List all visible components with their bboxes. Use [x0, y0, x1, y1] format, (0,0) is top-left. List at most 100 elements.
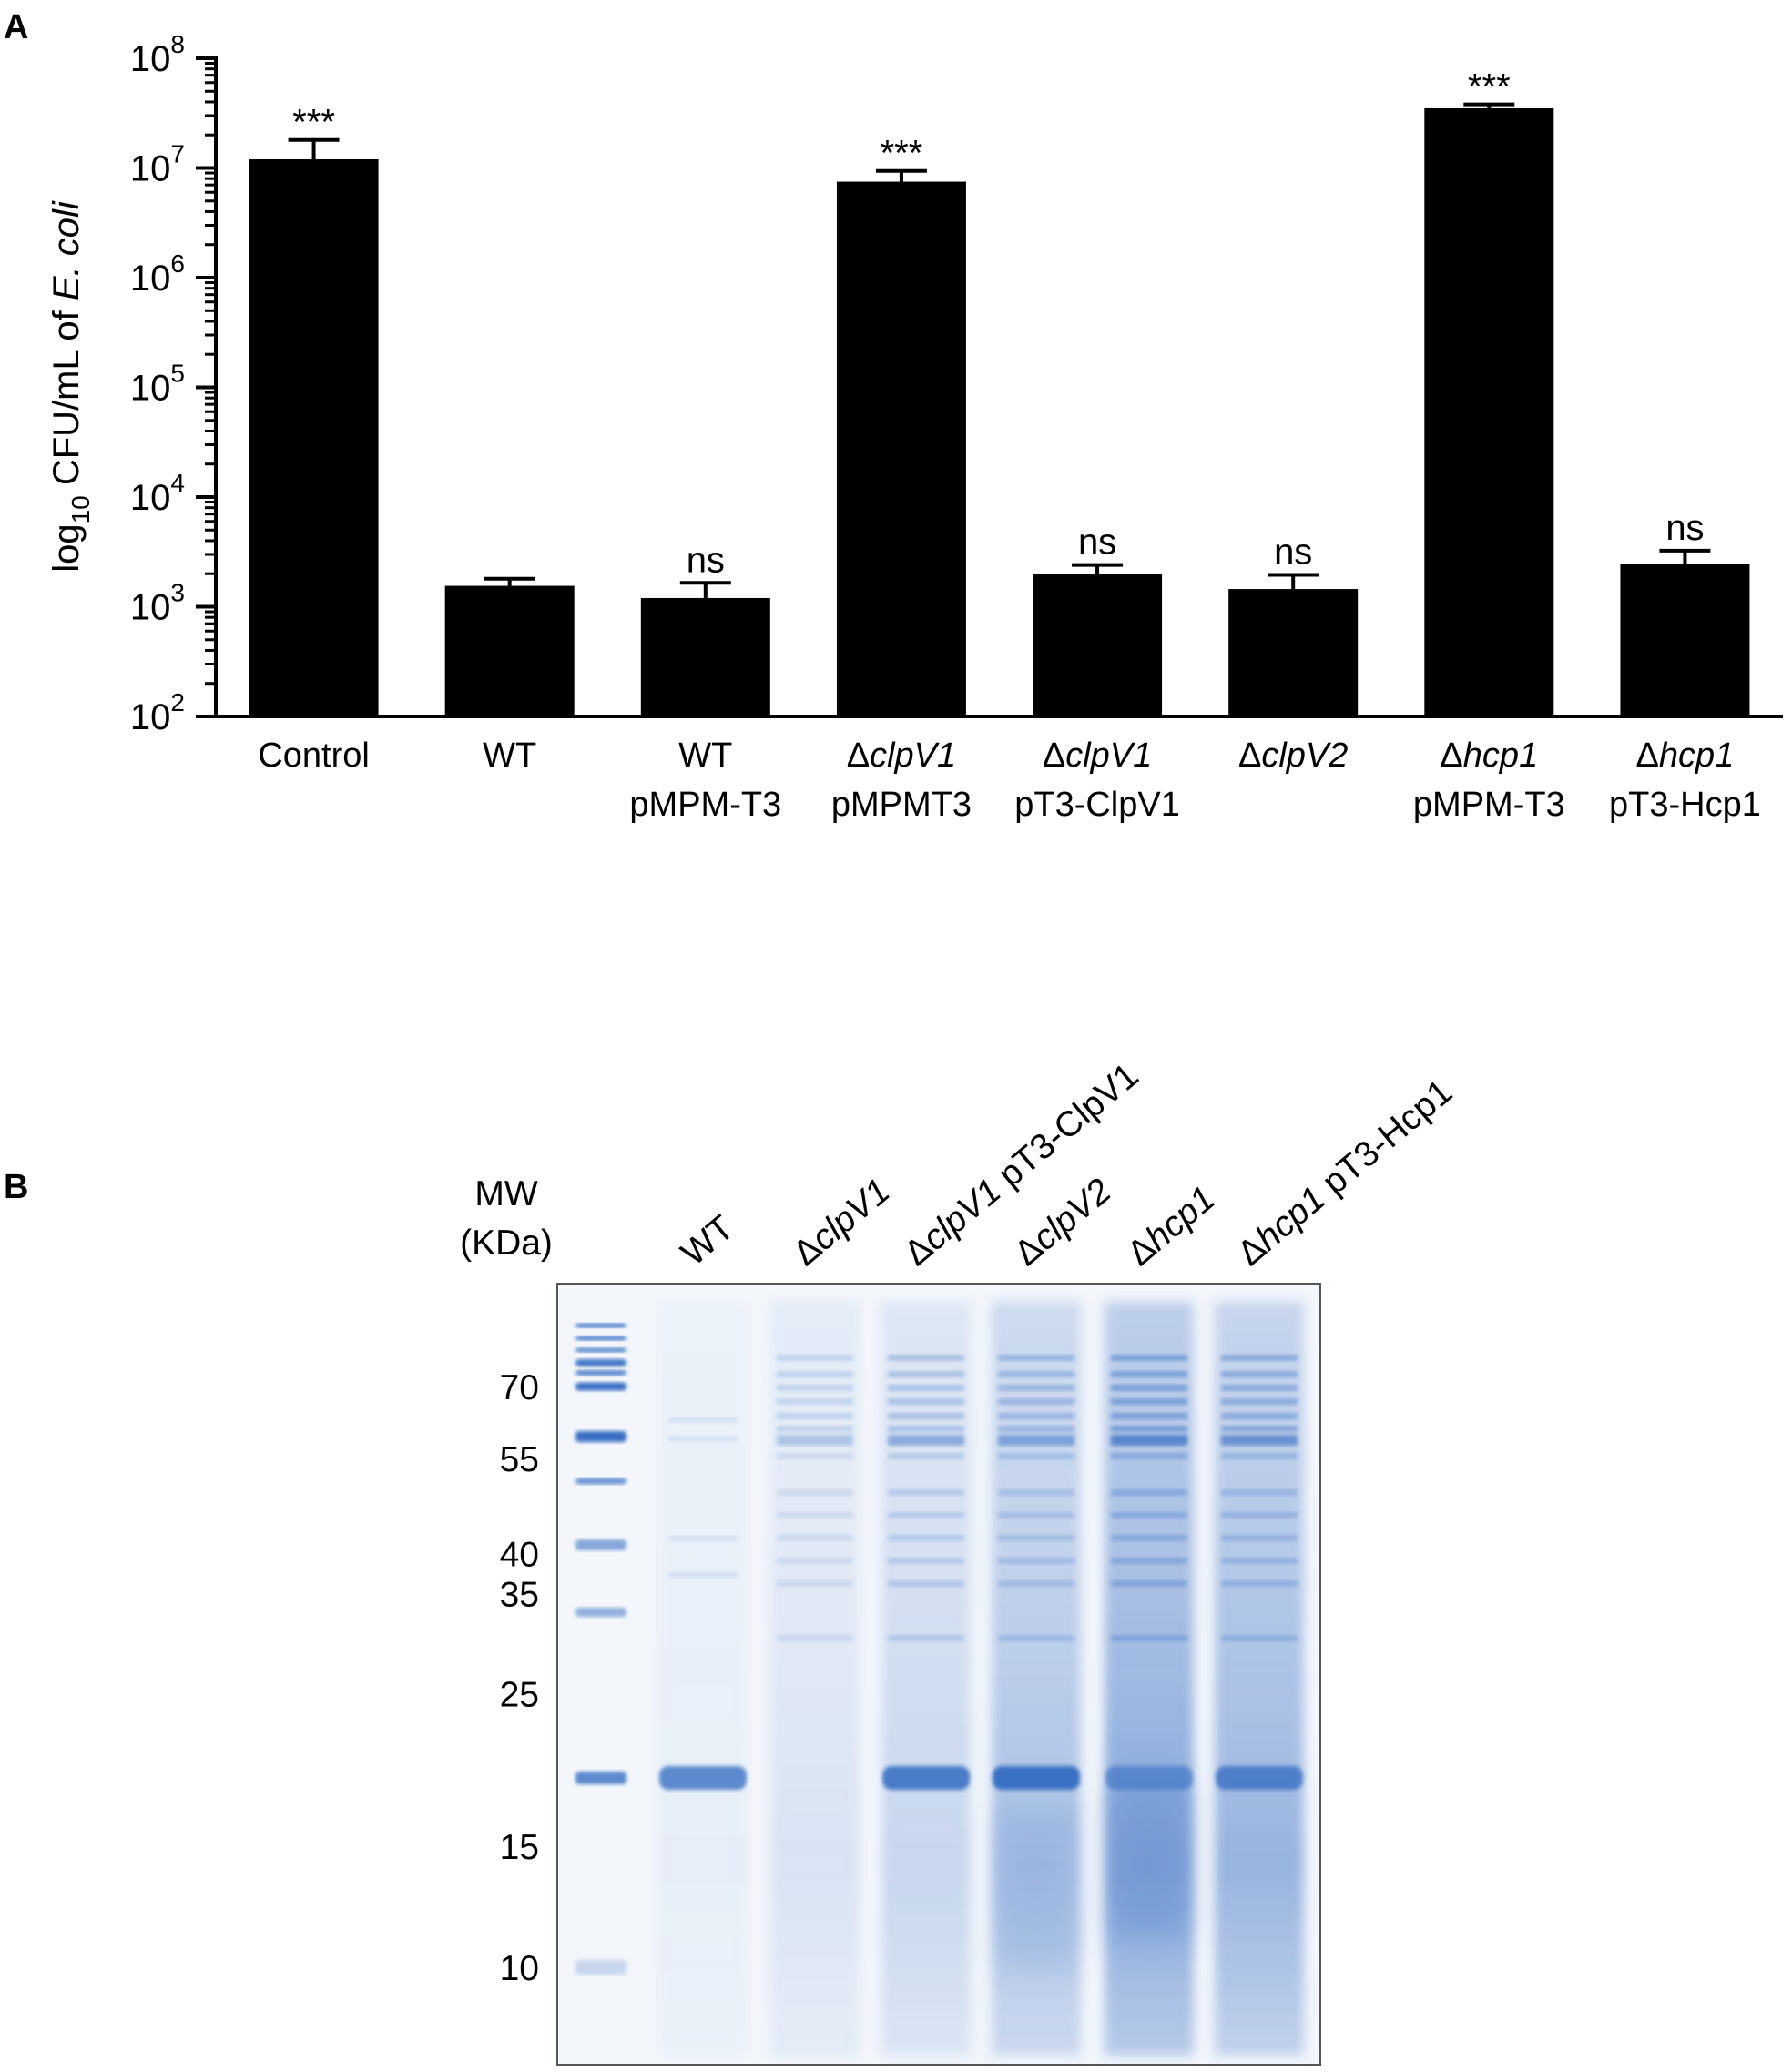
y-axis-title: log10 CFU/mL of E. coli — [46, 200, 95, 573]
ladder-band — [575, 1359, 626, 1366]
protein-band — [1111, 1426, 1187, 1432]
category-label-line1: ΔclpV1 — [1043, 736, 1152, 775]
protein-band — [777, 1489, 853, 1496]
protein-band — [1111, 1398, 1187, 1405]
protein-band — [1221, 1558, 1298, 1564]
ladder-band — [575, 1431, 626, 1442]
protein-band — [888, 1635, 964, 1641]
protein-band — [1221, 1635, 1298, 1641]
panel-b-letter: B — [4, 1168, 28, 1206]
protein-band — [777, 1512, 853, 1518]
significance-label: ns — [1078, 523, 1116, 563]
protein-band — [888, 1413, 964, 1419]
protein-band — [777, 1635, 853, 1641]
bars: *** ns *** ns ns *** ns — [249, 67, 1750, 716]
panel-b-gel: B MW (KDa) WT ΔclpV1 ΔclpV1 pT3-ClpV1ΔclpV… — [4, 1056, 1460, 2066]
mw-marker-label: 10 — [500, 1949, 539, 1988]
protein-band — [777, 1355, 853, 1361]
protein-band — [888, 1489, 964, 1496]
category-labels: Control WT WT pMPM-T3 ΔclpV1 pMPMT3 ΔclpV1 pT3-… — [258, 736, 1761, 824]
mw-marker-label: 40 — [500, 1535, 539, 1574]
protein-band — [1221, 1398, 1298, 1405]
protein-band — [777, 1426, 853, 1432]
category-label-line1: Control — [258, 736, 370, 775]
protein-band — [888, 1512, 964, 1518]
ladder-band — [575, 1772, 626, 1784]
protein-band — [777, 1398, 853, 1405]
lane-label: Δhcp1 pT3-Hcp1 — [1230, 1072, 1460, 1274]
protein-band — [888, 1558, 964, 1564]
protein-band — [1221, 1453, 1298, 1459]
hcp1-band — [1216, 1766, 1303, 1790]
protein-band — [1111, 1558, 1187, 1564]
significance-label: *** — [1468, 67, 1511, 107]
category-label-line1: WT — [483, 736, 536, 775]
protein-band — [1111, 1580, 1187, 1587]
significance-label: ns — [687, 540, 725, 580]
protein-band — [1221, 1580, 1298, 1587]
mw-marker-label: 15 — [500, 1828, 539, 1867]
protein-band — [998, 1426, 1074, 1432]
protein-band — [1111, 1435, 1187, 1446]
protein-band — [1221, 1413, 1298, 1419]
category-label-line2: pMPM-T3 — [1413, 786, 1565, 824]
protein-band — [1221, 1355, 1298, 1361]
protein-band — [1111, 1512, 1187, 1518]
protein-band — [998, 1489, 1074, 1496]
protein-band — [1221, 1435, 1298, 1446]
protein-band — [1111, 1385, 1187, 1391]
gel-border — [556, 1283, 1321, 2066]
ladder-band — [575, 1608, 626, 1617]
ladder-band — [575, 1539, 626, 1550]
gel-image — [556, 1283, 1321, 2066]
category-label-line1: WT — [678, 736, 732, 775]
protein-band — [998, 1413, 1074, 1419]
significance-label: ns — [1274, 533, 1312, 573]
lane-label: WT — [674, 1208, 741, 1274]
protein-band — [998, 1535, 1074, 1541]
category-label-line1: Δhcp1 — [1440, 736, 1538, 775]
protein-band — [888, 1371, 964, 1377]
lane-smear — [995, 1812, 1077, 1966]
y-tick-label: 104 — [130, 469, 185, 518]
bar — [1424, 107, 1554, 716]
bar — [1620, 564, 1750, 716]
protein-band — [777, 1453, 853, 1459]
protein-band — [777, 1413, 853, 1419]
protein-band — [1111, 1413, 1187, 1419]
protein-band — [1221, 1426, 1298, 1432]
protein-band — [1111, 1489, 1187, 1496]
y-tick-label: 103 — [130, 579, 185, 628]
mw-marker-label: 55 — [500, 1440, 539, 1479]
ladder-band — [575, 1347, 626, 1353]
y-axis-title-text: log10 CFU/mL of E. coli — [46, 200, 95, 573]
protein-band — [888, 1398, 964, 1405]
category-label-line2: pT3-Hcp1 — [1609, 786, 1761, 824]
ladder-band — [575, 1323, 626, 1328]
protein-band — [1221, 1535, 1298, 1541]
protein-band — [777, 1558, 853, 1564]
category-label-line1: ΔclpV2 — [1238, 736, 1348, 775]
y-tick-label: 102 — [130, 688, 185, 737]
lane-smear — [1108, 1784, 1190, 1939]
panel-a-bar-chart: A log10 CFU/mL of E. coli 102 103 104 105 10… — [4, 8, 1783, 824]
bar — [640, 597, 770, 716]
y-tick-label: 108 — [130, 30, 185, 79]
protein-band — [998, 1512, 1074, 1518]
protein-band — [1111, 1635, 1187, 1641]
protein-band — [998, 1635, 1074, 1641]
protein-band — [998, 1453, 1074, 1459]
ladder-band — [575, 1382, 626, 1391]
protein-band — [1221, 1371, 1298, 1377]
hcp1-band — [1105, 1766, 1193, 1790]
protein-band — [1221, 1385, 1298, 1391]
lane-smear — [658, 1302, 748, 2056]
protein-band — [998, 1558, 1074, 1564]
hcp1-band — [882, 1766, 970, 1790]
mw-header-line2: (KDa) — [460, 1224, 553, 1263]
protein-band — [668, 1417, 738, 1423]
category-label-line2: pT3-ClpV1 — [1014, 786, 1180, 824]
